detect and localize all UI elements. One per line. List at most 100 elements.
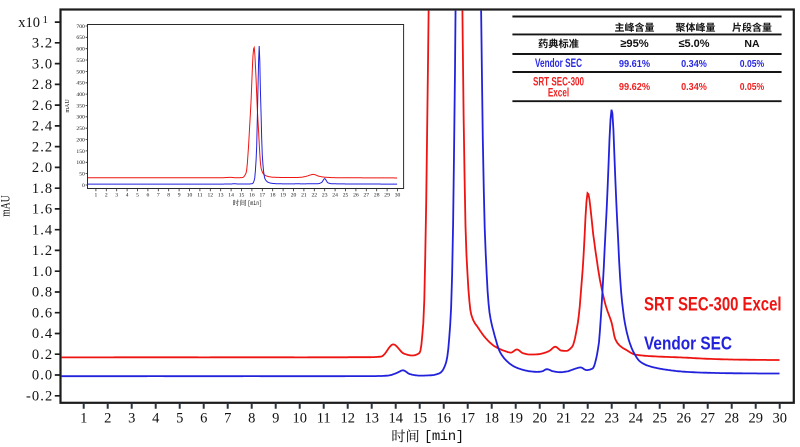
svg-text:3.2: 3.2: [32, 36, 53, 52]
svg-text:1.2: 1.2: [32, 243, 53, 259]
svg-text:16: 16: [249, 193, 255, 199]
svg-text:29: 29: [384, 193, 390, 199]
svg-text:[min]: [min]: [424, 429, 464, 445]
svg-text:1.4: 1.4: [32, 222, 53, 238]
svg-text:19: 19: [508, 411, 523, 427]
svg-text:2: 2: [104, 411, 111, 427]
svg-text:22: 22: [312, 193, 318, 199]
svg-text:700: 700: [76, 24, 85, 30]
svg-text:650: 650: [76, 35, 85, 41]
svg-text:29: 29: [748, 411, 763, 427]
svg-text:2.6: 2.6: [32, 98, 53, 114]
svg-text:9: 9: [178, 193, 181, 199]
svg-text:6: 6: [147, 193, 150, 199]
svg-text:350: 350: [76, 103, 85, 109]
svg-text:Vendor SEC: Vendor SEC: [535, 58, 582, 70]
svg-text:20: 20: [532, 411, 547, 427]
svg-text:250: 250: [76, 126, 85, 132]
svg-text:300: 300: [76, 115, 85, 121]
svg-text:7: 7: [224, 411, 231, 427]
svg-text:0.2: 0.2: [32, 347, 53, 363]
svg-text:1: 1: [95, 193, 98, 199]
svg-text:22: 22: [580, 411, 595, 427]
svg-text:4: 4: [152, 411, 160, 427]
svg-text:1.8: 1.8: [32, 181, 53, 197]
svg-text:6: 6: [200, 411, 207, 427]
svg-text:30: 30: [395, 193, 401, 199]
svg-text:13: 13: [364, 411, 379, 427]
svg-text:[min]: [min]: [248, 200, 263, 207]
svg-text:11: 11: [317, 411, 331, 427]
svg-text:23: 23: [604, 411, 619, 427]
svg-text:9: 9: [272, 411, 279, 427]
svg-text:450: 450: [76, 81, 85, 87]
svg-text:16: 16: [436, 411, 451, 427]
svg-text:0.05%: 0.05%: [740, 58, 765, 70]
svg-text:26: 26: [353, 193, 359, 199]
svg-text:150: 150: [76, 149, 85, 155]
svg-text:600: 600: [76, 47, 85, 53]
svg-text:550: 550: [76, 58, 85, 64]
svg-text:0: 0: [82, 183, 85, 189]
svg-text:100: 100: [76, 160, 85, 166]
svg-text:2.8: 2.8: [32, 77, 53, 93]
svg-text:4: 4: [126, 193, 129, 199]
svg-text:14: 14: [228, 193, 234, 199]
svg-text:23: 23: [322, 193, 328, 199]
svg-text:≤5.0%: ≤5.0%: [679, 38, 710, 50]
svg-text:5: 5: [176, 411, 183, 427]
svg-text:x10: x10: [18, 15, 40, 31]
svg-text:2: 2: [105, 193, 108, 199]
svg-text:12: 12: [340, 411, 355, 427]
svg-text:25: 25: [343, 193, 349, 199]
svg-text:SRT SEC-300 Excel: SRT SEC-300 Excel: [644, 294, 782, 316]
svg-text:0.0: 0.0: [32, 368, 53, 384]
svg-text:14: 14: [388, 411, 403, 427]
svg-text:12: 12: [208, 193, 214, 199]
svg-text:mAU: mAU: [0, 195, 13, 217]
svg-text:mAU: mAU: [65, 99, 71, 113]
svg-text:13: 13: [218, 193, 224, 199]
svg-text:21: 21: [556, 411, 571, 427]
svg-text:2.2: 2.2: [32, 139, 53, 155]
svg-text:24: 24: [332, 193, 338, 199]
svg-text:18: 18: [270, 193, 276, 199]
svg-text:3: 3: [128, 411, 135, 427]
svg-text:99.62%: 99.62%: [619, 81, 651, 93]
svg-text:SRT SEC-300: SRT SEC-300: [533, 77, 584, 89]
svg-text:Vendor SEC: Vendor SEC: [644, 334, 732, 354]
svg-text:0.4: 0.4: [32, 326, 53, 342]
svg-text:28: 28: [724, 411, 739, 427]
svg-text:5: 5: [136, 193, 139, 199]
svg-text:27: 27: [364, 193, 370, 199]
svg-text:0.34%: 0.34%: [681, 58, 707, 70]
svg-text:27: 27: [700, 411, 715, 427]
svg-text:24: 24: [628, 411, 643, 427]
svg-text:3: 3: [115, 193, 118, 199]
svg-text:-0.2: -0.2: [26, 389, 53, 405]
svg-text:21: 21: [301, 193, 307, 199]
svg-text:2.4: 2.4: [32, 119, 53, 135]
svg-text:19: 19: [280, 193, 286, 199]
svg-text:99.61%: 99.61%: [619, 58, 651, 70]
svg-text:17: 17: [260, 193, 266, 199]
svg-text:500: 500: [76, 69, 85, 75]
svg-text:10: 10: [187, 193, 193, 199]
svg-text:200: 200: [76, 138, 85, 144]
svg-text:0.34%: 0.34%: [681, 81, 707, 93]
svg-text:15: 15: [239, 193, 245, 199]
svg-text:11: 11: [197, 193, 203, 199]
svg-text:18: 18: [484, 411, 499, 427]
svg-text:0.6: 0.6: [32, 305, 53, 321]
svg-text:8: 8: [248, 411, 255, 427]
svg-text:2.0: 2.0: [32, 160, 53, 176]
svg-text:30: 30: [772, 411, 787, 427]
svg-text:NA: NA: [744, 38, 760, 50]
svg-text:10: 10: [292, 411, 307, 427]
svg-text:8: 8: [167, 193, 170, 199]
svg-text:28: 28: [374, 193, 380, 199]
svg-text:25: 25: [652, 411, 667, 427]
svg-text:7: 7: [157, 193, 160, 199]
svg-text:Excel: Excel: [548, 88, 569, 100]
svg-text:1: 1: [80, 411, 87, 427]
